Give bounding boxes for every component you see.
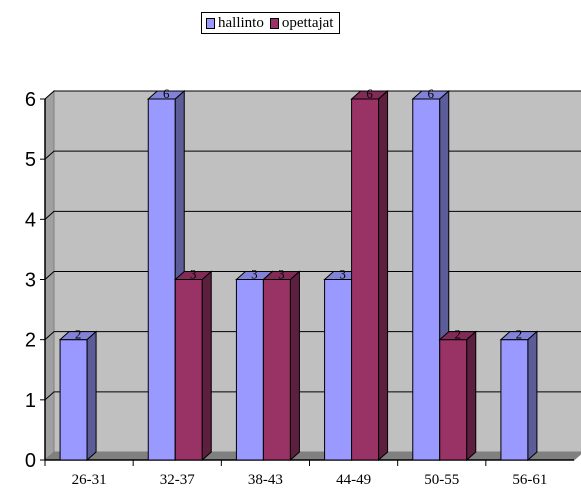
- x-tick-label: 38-43: [248, 472, 283, 488]
- gridline: [44, 391, 581, 401]
- legend: hallinto opettajat: [201, 12, 341, 34]
- x-tick-label: 26-31: [72, 472, 107, 488]
- bar-front: [147, 98, 176, 461]
- y-tick-label: 4: [25, 209, 36, 231]
- gridline: [44, 271, 581, 280]
- bar-front: [412, 98, 441, 461]
- gridline: [44, 331, 581, 341]
- data-label: 6: [163, 86, 170, 101]
- legend-swatch-hallinto: [206, 17, 215, 29]
- legend-swatch-opettajat: [269, 17, 279, 29]
- y-tick-label: 5: [25, 149, 36, 171]
- data-label: 2: [455, 327, 462, 342]
- x-tick-label: 56-61: [512, 472, 547, 488]
- bar-front: [235, 279, 264, 461]
- bar-side: [378, 89, 389, 462]
- gridline: [44, 150, 581, 160]
- gridline: [44, 90, 581, 100]
- data-label: 3: [278, 267, 285, 282]
- y-tick-label: 0: [25, 450, 36, 472]
- legend-item-hallinto: hallinto: [206, 15, 264, 32]
- data-label: 3: [190, 267, 197, 282]
- data-label: 6: [366, 86, 373, 101]
- data-label: 3: [339, 267, 346, 282]
- y-tick-label: 6: [25, 89, 36, 111]
- bar-side: [86, 330, 97, 462]
- bar-front: [262, 279, 291, 461]
- legend-label-hallinto: hallinto: [218, 14, 264, 31]
- data-label: 2: [75, 327, 82, 342]
- x-tick-label: 32-37: [160, 472, 195, 488]
- bar-front: [351, 98, 380, 461]
- bar-side: [289, 270, 300, 462]
- y-tick-label: 3: [25, 270, 36, 292]
- data-label: 2: [516, 327, 523, 342]
- bar-side: [201, 270, 212, 462]
- bar-front: [324, 279, 353, 461]
- legend-label-opettajat: opettajat: [281, 14, 334, 31]
- bar-opettajat-44-49: [350, 89, 389, 462]
- gridline: [44, 210, 581, 220]
- bar-front: [174, 279, 203, 461]
- y-tick-label: 1: [25, 390, 36, 412]
- bar-opettajat-32-37: [173, 270, 213, 462]
- bar-side: [527, 330, 538, 462]
- legend-item-opettajat: opettajat: [269, 14, 334, 32]
- bar-hallinto-56-61: [499, 330, 539, 462]
- bar-opettajat-50-55: [438, 330, 478, 462]
- bar-hallinto-26-31: [58, 330, 98, 462]
- bar-hallinto-50-55: [411, 89, 451, 462]
- bar-front: [59, 339, 88, 461]
- x-tick-label: 50-55: [424, 472, 459, 488]
- x-tick-label: 44-49: [336, 472, 371, 488]
- bar-opettajat-38-43: [262, 270, 301, 462]
- y-tick-label: 2: [25, 330, 36, 352]
- data-label: 6: [428, 86, 435, 101]
- bar-front: [500, 339, 529, 461]
- data-label: 3: [251, 267, 258, 282]
- bar-side: [466, 330, 477, 462]
- bar-front: [439, 339, 468, 461]
